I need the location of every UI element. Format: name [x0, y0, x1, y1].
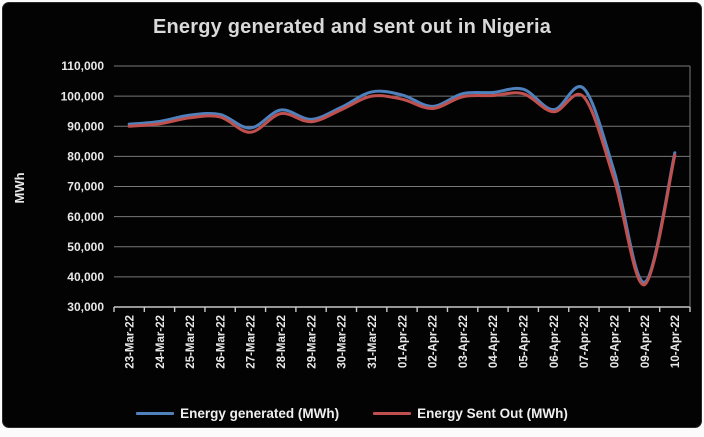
legend: Energy generated (MWh) Energy Sent Out (… [3, 401, 701, 425]
svg-text:29-Mar-22: 29-Mar-22 [306, 315, 318, 369]
y-axis-labels: 110,000 100,000 90,000 80,000 70,000 60,000 50… [61, 59, 105, 314]
svg-text:04-Apr-22: 04-Apr-22 [488, 315, 500, 368]
svg-text:05-Apr-22: 05-Apr-22 [519, 315, 531, 368]
svg-text:25-Mar-22: 25-Mar-22 [185, 315, 197, 369]
x-axis-ticks [113, 307, 691, 312]
legend-label-energy-sent-out: Energy Sent Out (MWh) [417, 405, 568, 421]
svg-text:40,000: 40,000 [67, 270, 104, 284]
chart-canvas: Energy generated and sent out in Nigeria… [2, 2, 702, 428]
svg-text:110,000: 110,000 [61, 59, 104, 73]
svg-text:03-Apr-22: 03-Apr-22 [458, 315, 470, 368]
svg-text:30,000: 30,000 [67, 300, 104, 314]
legend-item-energy-sent-out: Energy Sent Out (MWh) [373, 406, 568, 421]
legend-line-sample-energy-generated [136, 411, 175, 415]
svg-text:28-Mar-22: 28-Mar-22 [276, 315, 288, 369]
svg-text:31-Mar-22: 31-Mar-22 [367, 315, 379, 369]
svg-text:06-Apr-22: 06-Apr-22 [549, 315, 561, 368]
svg-text:08-Apr-22: 08-Apr-22 [610, 315, 622, 368]
svg-text:30-Mar-22: 30-Mar-22 [337, 315, 349, 369]
svg-text:27-Mar-22: 27-Mar-22 [246, 315, 258, 369]
svg-text:90,000: 90,000 [67, 119, 104, 133]
svg-text:100,000: 100,000 [61, 89, 105, 103]
svg-text:24-Mar-22: 24-Mar-22 [155, 315, 167, 369]
legend-item-energy-generated: Energy generated (MWh) [136, 406, 339, 421]
svg-text:01-Apr-22: 01-Apr-22 [397, 315, 409, 368]
svg-text:50,000: 50,000 [67, 240, 104, 254]
svg-text:09-Apr-22: 09-Apr-22 [640, 315, 652, 368]
plot-area: 110,000 100,000 90,000 80,000 70,000 60,000 50… [61, 59, 691, 369]
legend-line-sample-energy-sent-out [373, 411, 412, 415]
svg-text:02-Apr-22: 02-Apr-22 [428, 315, 440, 368]
x-axis-labels: 23-Mar-22 24-Mar-22 25-Mar-22 26-Mar-22 27-M… [124, 315, 682, 369]
svg-text:26-Mar-22: 26-Mar-22 [215, 315, 227, 369]
svg-text:23-Mar-22: 23-Mar-22 [124, 315, 136, 369]
svg-text:60,000: 60,000 [67, 210, 104, 224]
svg-text:10-Apr-22: 10-Apr-22 [670, 315, 682, 368]
series-line-1 [127, 91, 677, 287]
svg-text:80,000: 80,000 [67, 150, 104, 164]
gridlines-group [114, 65, 691, 308]
series-line-0 [127, 85, 677, 284]
legend-label-energy-generated: Energy generated (MWh) [180, 405, 340, 421]
chart-title: Energy generated and sent out in Nigeria [152, 16, 552, 38]
svg-text:70,000: 70,000 [67, 180, 104, 194]
svg-text:07-Apr-22: 07-Apr-22 [579, 315, 591, 368]
